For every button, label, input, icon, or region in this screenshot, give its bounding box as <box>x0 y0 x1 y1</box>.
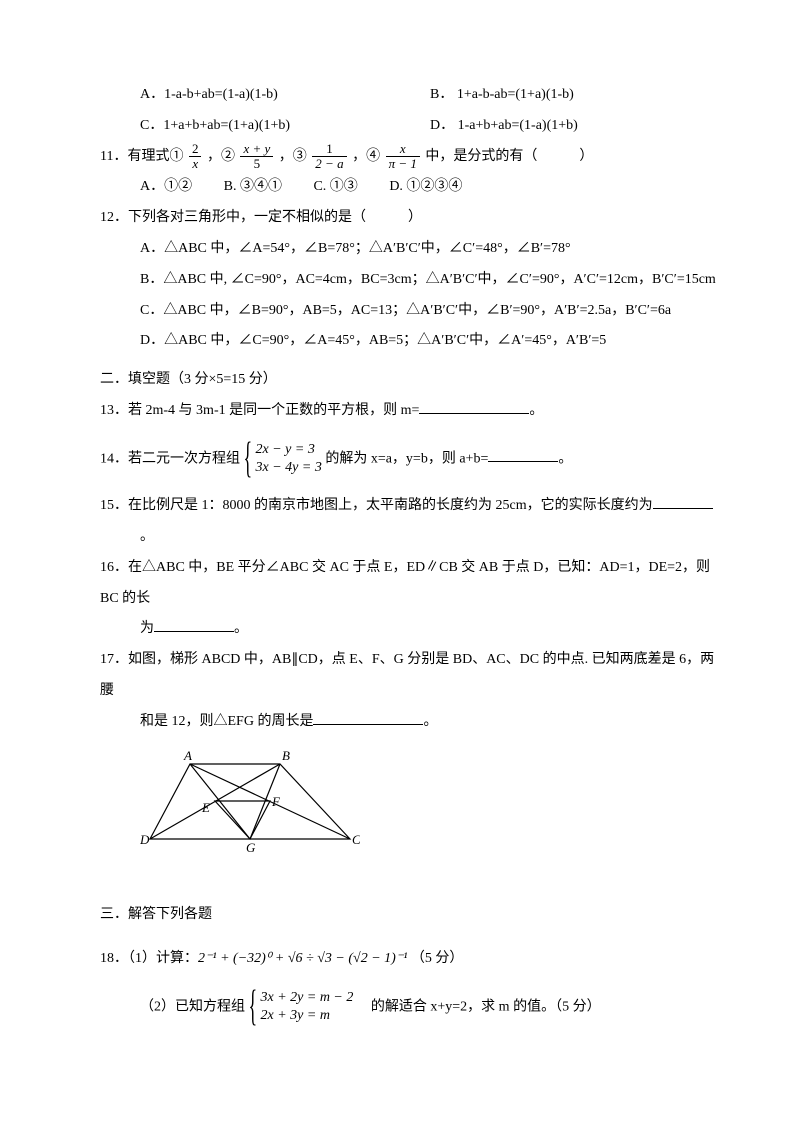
q14: 14．若二元一次方程组 2x − y = 3 3x − 4y = 3 的解为 x… <box>100 441 720 477</box>
q18-sys-line1: 3x + 2y = m − 2 <box>261 990 354 1005</box>
q13-blank[interactable] <box>419 399 529 414</box>
q11-stem: 11．有理式① 2 x ，② x + y 5 ，③ 1 2 − a ，④ x π… <box>100 142 720 173</box>
q14-sys-line1: 2x − y = 3 <box>256 442 315 457</box>
q11-sep3: ，④ <box>352 149 380 164</box>
q11-prefix: 11．有理式① <box>100 149 183 164</box>
q14-prefix: 14．若二元一次方程组 <box>100 451 240 466</box>
q17-line2-text: 和是 12，则△EFG 的周长是 <box>140 714 313 729</box>
q16-tail: 。 <box>234 621 248 636</box>
q18-part2: （2）已知方程组 3x + 2y = m − 2 2x + 3y = m 的解适… <box>140 989 720 1025</box>
q11-suffix: 中，是分式的有（ ） <box>425 149 593 164</box>
q16-blank[interactable] <box>154 617 234 632</box>
q10-options-row1: A．1-a-b+ab=(1-a)(1-b) B． 1+a-b-ab=(1+a)(… <box>140 80 720 111</box>
q10-optA: A．1-a-b+ab=(1-a)(1-b) <box>140 80 430 111</box>
q15-blank[interactable] <box>653 494 713 509</box>
q11-frac2: x + y 5 <box>240 142 273 172</box>
q13-tail: 。 <box>529 403 543 418</box>
q18-p2-suffix: 的解适合 x+y=2，求 m 的值。（5 分） <box>357 1000 601 1015</box>
q15-tail: 。 <box>140 522 720 553</box>
q18-p1-pts: （5 分） <box>411 951 464 966</box>
q11-frac4: x π − 1 <box>386 142 420 172</box>
q15-text: 15．在比例尺是 1：8000 的南京市地图上，太平南路的长度约为 25cm，它… <box>100 498 653 513</box>
q12-optA: A．△ABC 中，∠A=54°，∠B=78°；△A′B′C′中，∠C′=48°，… <box>140 234 720 265</box>
section3-title: 三．解答下列各题 <box>100 900 720 931</box>
q17-line1: 17．如图，梯形 ABCD 中，AB∥CD，点 E、F、G 分别是 BD、AC、… <box>100 645 720 707</box>
q18-sys-line2: 2x + 3y = m <box>261 1008 330 1023</box>
q18-p1-expr: 2⁻¹ + (−32)⁰ + √6 ÷ √3 − (√2 − 1)⁻¹ <box>198 951 407 966</box>
q18-system: 3x + 2y = m − 2 2x + 3y = m <box>249 989 354 1025</box>
label-G: G <box>246 840 256 854</box>
q10-options-row2: C．1+a+b+ab=(1+a)(1+b) D． 1-a+b+ab=(1-a)(… <box>140 111 720 142</box>
q17-line2: 和是 12，则△EFG 的周长是 。 <box>140 707 720 738</box>
q10-optD: D． 1-a+b+ab=(1-a)(1+b) <box>430 111 720 142</box>
q11-optD: D. ①②③④ <box>389 179 462 194</box>
q10-optB: B． 1+a-b-ab=(1+a)(1-b) <box>430 80 720 111</box>
q14-system: 2x − y = 3 3x − 4y = 3 <box>244 441 322 477</box>
q16-line2: 为。 <box>140 614 720 645</box>
q11-options: A．①② B. ③④① C. ①③ D. ①②③④ <box>140 172 720 203</box>
label-E: E <box>201 800 210 815</box>
q18-p2-prefix: （2）已知方程组 <box>140 1000 245 1015</box>
q14-blank[interactable] <box>488 447 558 462</box>
q11-optC: C. ①③ <box>313 179 357 194</box>
q12-optB: B．△ABC 中, ∠C=90°，AC=4cm，BC=3cm；△A′B′C′中，… <box>140 265 720 296</box>
q17-blank[interactable] <box>313 710 423 725</box>
q12-optC: C．△ABC 中，∠B=90°，AB=5，AC=13；△A′B′C′中，∠B′=… <box>140 296 720 327</box>
q18-p1-prefix: 18．（1）计算： <box>100 951 198 966</box>
q12-optD: D．△ABC 中，∠C=90°，∠A=45°，AB=5；△A′B′C′中，∠A′… <box>140 326 720 357</box>
label-C: C <box>352 832 360 847</box>
q17-tail: 。 <box>423 714 437 729</box>
q18-part1: 18．（1）计算：2⁻¹ + (−32)⁰ + √6 ÷ √3 − (√2 − … <box>100 944 720 975</box>
label-F: F <box>271 794 281 809</box>
label-A: A <box>183 748 192 763</box>
q16-line1: 16．在△ABC 中，BE 平分∠ABC 交 AC 于点 E，ED∥CB 交 A… <box>100 553 720 615</box>
q11-sep1: ，② <box>207 149 235 164</box>
q11-frac3: 1 2 − a <box>312 142 346 172</box>
q11-optA: A．①② <box>140 179 192 194</box>
q17-diagram: A B C D E F G <box>140 744 360 854</box>
q10-optC: C．1+a+b+ab=(1+a)(1+b) <box>140 111 430 142</box>
q11-frac1: 2 x <box>189 142 202 172</box>
q13-text: 13．若 2m-4 与 3m-1 是同一个正数的平方根，则 m= <box>100 403 419 418</box>
label-B: B <box>282 748 290 763</box>
q13: 13．若 2m-4 与 3m-1 是同一个正数的平方根，则 m= 。 <box>100 396 720 427</box>
q11-sep2: ，③ <box>279 149 307 164</box>
q12-stem: 12．下列各对三角形中，一定不相似的是（ ） <box>100 203 720 234</box>
q15: 15．在比例尺是 1：8000 的南京市地图上，太平南路的长度约为 25cm，它… <box>100 491 720 522</box>
q16-line2-text: 为 <box>140 621 154 636</box>
q14-mid: 的解为 x=a，y=b，则 a+b= <box>325 451 488 466</box>
section2-title: 二．填空题（3 分×5=15 分） <box>100 365 720 396</box>
label-D: D <box>140 832 150 847</box>
q14-sys-line2: 3x − 4y = 3 <box>256 460 322 475</box>
q14-tail: 。 <box>558 451 572 466</box>
q11-optB: B. ③④① <box>224 179 282 194</box>
